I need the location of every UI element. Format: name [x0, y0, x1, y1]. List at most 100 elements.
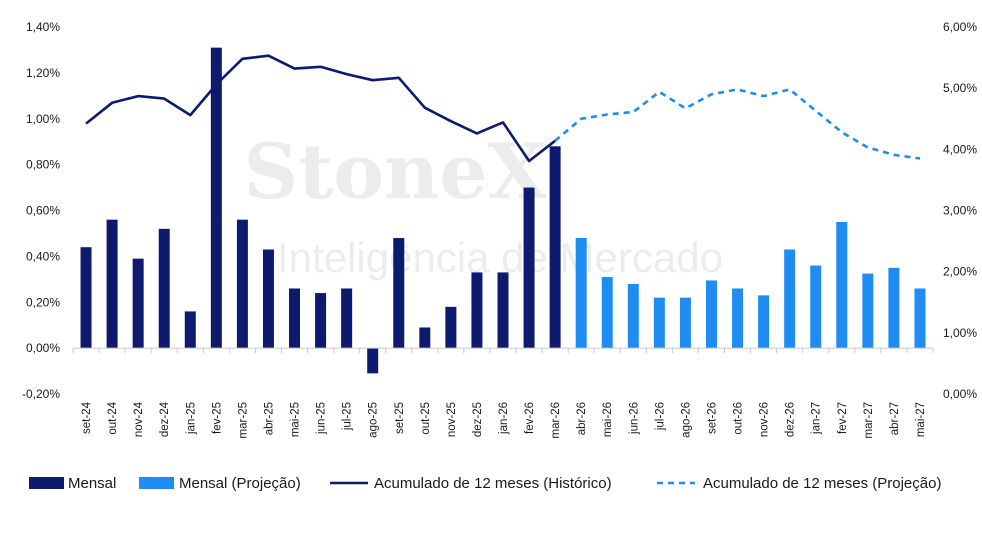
- x-tick-label: dez-24: [159, 401, 171, 437]
- x-tick-label: mar-25: [237, 402, 249, 438]
- right-y-tick-label: 6,00%: [943, 20, 977, 34]
- x-tick-label: jun-26: [628, 402, 640, 435]
- right-y-tick-label: 3,00%: [943, 204, 977, 218]
- bar-mensal-projecao: [888, 267, 900, 349]
- right-y-tick-label: 2,00%: [943, 265, 977, 279]
- x-tick-label: jan-26: [498, 402, 510, 435]
- x-tick-label: jul-25: [342, 402, 354, 431]
- x-tick-label: nov-24: [133, 401, 145, 437]
- bar-mensal: [393, 238, 405, 349]
- x-tick-label: fev-25: [211, 402, 223, 434]
- bar-mensal: [289, 288, 301, 349]
- bar-mensal: [471, 272, 483, 349]
- bar-mensal: [523, 187, 535, 349]
- legend-label: Mensal (Projeção): [179, 475, 301, 492]
- bar-mensal-projecao: [810, 265, 822, 349]
- bar-mensal-projecao: [914, 288, 926, 349]
- bar-mensal-projecao: [784, 249, 796, 349]
- right-y-tick-label: 4,00%: [943, 142, 977, 156]
- x-tick-label: mar-27: [863, 402, 875, 438]
- right-y-tick-label: 0,00%: [943, 387, 977, 401]
- legend-label: Mensal: [68, 475, 116, 492]
- legend-swatch: [139, 477, 174, 489]
- x-tick-label: dez-25: [472, 402, 484, 437]
- x-tick-label: abr-25: [263, 402, 275, 435]
- watermark-logo: StoneX: [243, 127, 546, 216]
- x-tick-label: jul-26: [654, 402, 666, 431]
- x-tick-label: mai-26: [602, 402, 614, 437]
- x-tick-label: nov-25: [446, 402, 458, 437]
- bar-mensal: [262, 249, 274, 349]
- bar-mensal: [184, 311, 196, 349]
- bar-mensal: [106, 219, 118, 349]
- bar-mensal: [158, 228, 170, 349]
- x-tick-label: set-26: [706, 402, 718, 434]
- legend-swatch: [29, 477, 64, 489]
- bar-mensal-projecao: [758, 295, 770, 349]
- left-y-tick-label: 0,00%: [26, 341, 60, 355]
- line-acumulado-historico: [85, 54, 556, 163]
- bar-mensal: [497, 272, 509, 349]
- left-y-tick-label: 0,60%: [26, 204, 60, 218]
- bar-mensal: [80, 247, 92, 349]
- left-y-tick-label: 0,80%: [26, 158, 60, 172]
- legend-mensal-projecao: Mensal (Projeção): [139, 475, 301, 492]
- x-tick-label: mai-27: [915, 402, 927, 437]
- bar-mensal: [549, 146, 561, 349]
- x-tick-label: abr-27: [889, 402, 901, 435]
- line-series: [85, 54, 921, 163]
- bar-mensal-projecao: [862, 273, 874, 349]
- legend: Mensal Mensal (Projeção) Acumulado de 12 m…: [29, 475, 941, 492]
- bar-mensal: [367, 348, 379, 374]
- x-tick-label: out-25: [420, 402, 432, 435]
- line-acumulado-projecao: [554, 88, 921, 160]
- x-axis: set-24 out-24 nov-24 dez-24 jan-25 fev-25 mar-…: [72, 348, 934, 438]
- x-tick-label: dez-26: [785, 402, 797, 437]
- x-tick-label: set-24: [81, 401, 93, 434]
- x-tick-label: fev-26: [524, 402, 536, 434]
- left-y-tick-label: 1,40%: [26, 20, 60, 34]
- bar-mensal-projecao: [575, 238, 587, 349]
- bar-series: [80, 47, 926, 374]
- right-y-axis: 0,00% 1,00% 2,00% 3,00% 4,00% 5,00% 6,00%: [943, 20, 977, 401]
- bar-mensal: [315, 293, 327, 349]
- bar-mensal-projecao: [705, 280, 717, 349]
- x-tick-label: mar-26: [550, 402, 562, 438]
- x-tick-label: ago-25: [368, 402, 380, 438]
- x-tick-label: mai-25: [290, 402, 302, 437]
- x-tick-label: nov-26: [759, 402, 771, 437]
- legend-label: Acumulado de 12 meses (Projeção): [703, 475, 941, 492]
- x-tick-label: jun-25: [316, 402, 328, 435]
- left-y-tick-label: 0,40%: [26, 249, 60, 263]
- x-tick-label: set-25: [394, 402, 406, 434]
- bar-mensal: [445, 306, 457, 349]
- bar-mensal-projecao: [627, 283, 639, 349]
- legend-acumulado-projecao: Acumulado de 12 meses (Projeção): [657, 475, 941, 492]
- x-tick-label: ago-26: [680, 402, 692, 438]
- x-tick-label: jan-27: [811, 402, 823, 435]
- bar-mensal: [132, 258, 144, 349]
- bar-mensal-projecao: [679, 297, 691, 349]
- bar-mensal-projecao: [836, 221, 848, 349]
- bar-mensal: [210, 47, 222, 349]
- bar-mensal-projecao: [653, 297, 665, 349]
- x-tick-label: abr-26: [576, 402, 588, 435]
- legend-mensal: Mensal: [29, 475, 116, 492]
- bar-mensal: [236, 219, 248, 349]
- bar-mensal: [419, 327, 431, 349]
- left-y-tick-label: -0,20%: [22, 387, 60, 401]
- legend-label: Acumulado de 12 meses (Histórico): [374, 475, 612, 492]
- left-y-tick-label: 1,00%: [26, 112, 60, 126]
- right-y-tick-label: 1,00%: [943, 326, 977, 340]
- x-tick-label: out-24: [107, 401, 119, 434]
- right-y-tick-label: 5,00%: [943, 81, 977, 95]
- left-y-axis: -0,20% 0,00% 0,20% 0,40% 0,60% 0,80% 1,00% 1,20…: [22, 20, 60, 401]
- x-tick-label: fev-27: [837, 402, 849, 434]
- bar-mensal: [341, 288, 353, 349]
- bar-mensal-projecao: [732, 288, 744, 349]
- x-tick-label: jan-25: [185, 402, 197, 435]
- bar-mensal-projecao: [601, 277, 613, 349]
- x-tick-label: out-26: [733, 402, 745, 435]
- left-y-tick-label: 0,20%: [26, 295, 60, 309]
